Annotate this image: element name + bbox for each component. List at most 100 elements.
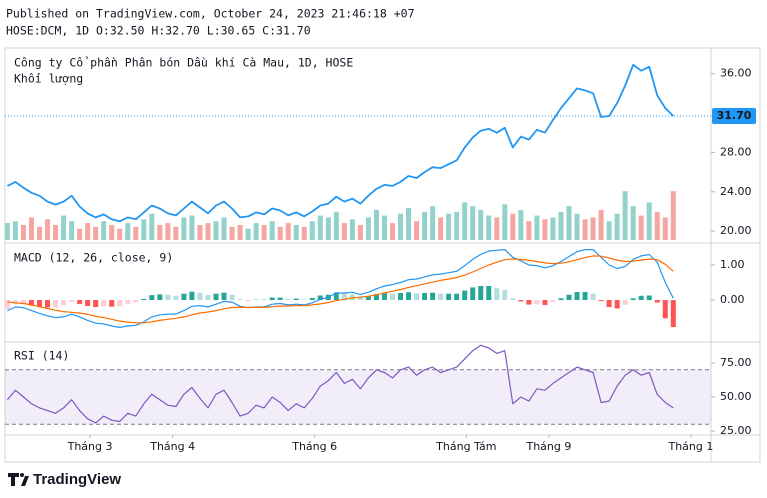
volume-bar [229, 226, 235, 240]
volume-bar [285, 223, 291, 240]
volume-bar [101, 221, 107, 240]
volume-bar [349, 219, 355, 240]
rsi-band [5, 369, 711, 425]
histogram-bar [20, 300, 26, 305]
volume-bar [630, 206, 636, 240]
volume-bar [389, 223, 395, 240]
volume-bar [341, 223, 347, 240]
volume-bar [12, 221, 18, 240]
y-tick-label: 24.00 [720, 185, 752, 198]
volume-bar [181, 217, 187, 240]
volume-bar [261, 224, 267, 240]
volume-bar [221, 217, 227, 240]
x-tick-label: Tháng 1 [667, 440, 713, 453]
histogram-bar [133, 300, 139, 303]
histogram-bar [598, 300, 604, 302]
histogram-bar [28, 300, 34, 306]
histogram-bar [430, 292, 436, 301]
volume-bar [454, 211, 460, 240]
x-tick-label: Tháng Tám [435, 440, 496, 453]
histogram-bar [654, 300, 660, 303]
histogram-bar [173, 295, 179, 301]
y-tick-label: 1.00 [720, 258, 745, 271]
histogram-bar [349, 294, 355, 301]
volume-bar [550, 217, 556, 240]
histogram-bar [53, 300, 59, 308]
histogram-bar [12, 300, 18, 305]
rsi-line [6, 344, 674, 424]
histogram-bar [149, 295, 155, 301]
volume-bar [45, 219, 51, 240]
histogram-bar [478, 286, 484, 301]
histogram-bar [109, 300, 115, 307]
indicator-title: RSI (14) [14, 349, 69, 363]
histogram-bar [277, 297, 283, 301]
histogram-bar [293, 298, 299, 301]
histogram-bar [165, 294, 171, 301]
histogram-bar [389, 293, 395, 301]
volume-bar [317, 215, 323, 240]
volume-bar [301, 226, 307, 240]
volume-label: Khối lượng [14, 72, 83, 86]
symbol-line: HOSE:DCM, 1D O:32.50 H:32.70 L:30.65 C:3… [6, 24, 311, 38]
volume-bar [4, 223, 10, 240]
histogram-bar [590, 293, 596, 301]
histogram-bar [662, 300, 668, 319]
volume-bar [333, 211, 339, 240]
volume-bar [93, 226, 99, 240]
histogram-bar [45, 300, 51, 308]
volume-bar [365, 217, 371, 240]
histogram-bar [494, 288, 500, 301]
volume-bar [662, 217, 668, 240]
volume-bar [670, 191, 676, 240]
y-tick-label: 25.00 [720, 424, 752, 437]
histogram-bar [670, 300, 676, 328]
histogram-bar [582, 291, 588, 301]
histogram-bar [534, 300, 540, 305]
histogram-bar [646, 295, 652, 301]
signal-line [7, 255, 674, 324]
volume-bar [406, 208, 412, 240]
volume-bar [622, 191, 628, 240]
histogram-bar [438, 293, 444, 301]
published-line: Published on TradingView.com, October 24… [6, 7, 415, 21]
histogram-bar [61, 300, 67, 306]
histogram-bar [141, 298, 147, 301]
volume-bar [422, 211, 428, 240]
histogram-bar [157, 294, 163, 301]
volume-bar [61, 215, 67, 240]
histogram-bar [237, 298, 243, 301]
y-tick-label: 75.00 [720, 356, 752, 369]
chart-title: Công ty Cổ phần Phân bón Dầu khí Cà Mau,… [14, 56, 353, 70]
histogram-bar [414, 293, 420, 301]
x-tick-label: Tháng 9 [525, 440, 571, 453]
histogram-bar [317, 295, 323, 301]
volume-bar [470, 206, 476, 240]
volume-bar [205, 223, 211, 240]
histogram-bar [36, 300, 42, 307]
volume-bar [69, 221, 75, 240]
volume-bar [197, 224, 203, 240]
y-tick-label: 28.00 [720, 145, 752, 158]
histogram-bar [269, 297, 275, 301]
volume-bar [157, 224, 163, 240]
volume-bar [518, 209, 524, 240]
volume-bar [398, 213, 404, 240]
histogram-bar [373, 294, 379, 301]
histogram-bar [446, 293, 452, 301]
histogram-bar [622, 300, 628, 305]
histogram-bar [197, 292, 203, 301]
volume-bar [438, 217, 444, 240]
volume-bar [510, 213, 516, 240]
histogram-bar [398, 293, 404, 301]
volume-bar [133, 226, 139, 240]
last-price-box [712, 107, 756, 124]
volume-bar [494, 217, 500, 240]
histogram-bar [301, 299, 307, 301]
histogram-bar [381, 293, 387, 301]
y-tick-label: 0.00 [720, 293, 745, 306]
volume-bar [430, 206, 436, 240]
price-line [6, 63, 674, 223]
volume-bar [542, 219, 548, 240]
histogram-bar [229, 294, 235, 301]
